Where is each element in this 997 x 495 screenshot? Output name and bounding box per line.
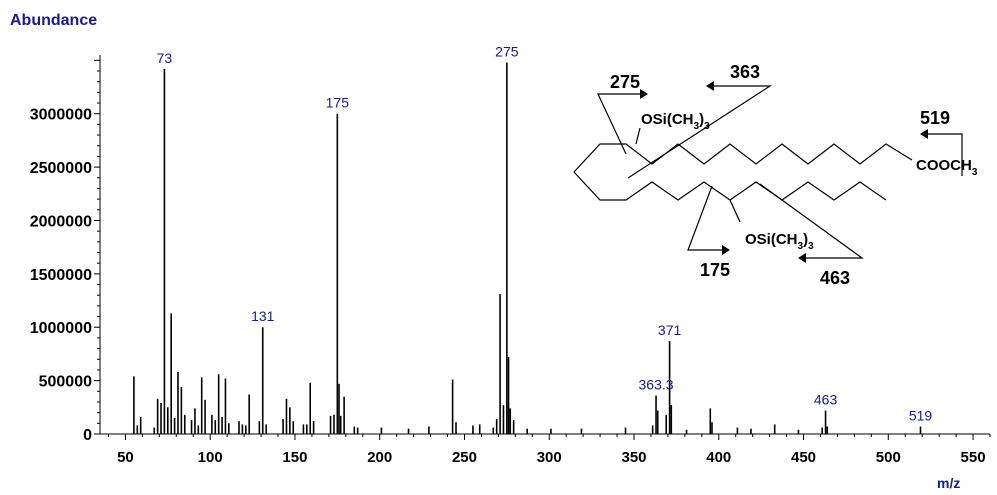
- fragment-363-bracket: [627, 85, 773, 179]
- x-tick-label: 500: [876, 449, 901, 466]
- fragment-175-arrowhead: [722, 245, 730, 255]
- lower-carbon-chain: [573, 171, 887, 201]
- x-tick-label: 450: [791, 449, 816, 466]
- peak-label: 463: [814, 392, 838, 408]
- methyl-ester-group: COOCH3: [916, 157, 978, 178]
- peak-label: 275: [495, 43, 519, 59]
- peak-labels: 73 131 175 275 363.3 371 463 519: [157, 43, 933, 423]
- fragment-275-bracket: [597, 93, 640, 155]
- y-tick-label: 2500000: [30, 160, 92, 177]
- fragment-363-arrowhead: [706, 81, 714, 91]
- y-tick-label: 1500000: [30, 267, 92, 284]
- fragment-463-arrowhead: [798, 253, 806, 263]
- fragment-519-label: 519: [920, 108, 950, 128]
- axes: 0 500000 1000000 1500000 2000000 2500000 30000…: [30, 55, 991, 466]
- fragment-175-label: 175: [700, 260, 730, 280]
- x-tick-label: 50: [117, 449, 134, 466]
- peak-label: 371: [658, 322, 682, 338]
- y-tick-label: 3000000: [30, 107, 92, 124]
- upper-carbon-chain: [573, 143, 913, 173]
- x-tick-label: 100: [198, 449, 223, 466]
- fragment-175-bracket: [687, 185, 722, 251]
- top-oxygen-bond: [635, 127, 641, 145]
- peak-label: 175: [326, 95, 350, 111]
- x-tick-label: 150: [282, 449, 307, 466]
- x-tick-label: 300: [537, 449, 562, 466]
- y-tick-label: 2000000: [30, 213, 92, 230]
- y-tick-label: 1000000: [30, 320, 92, 337]
- spectrum-bars: [133, 62, 922, 434]
- fragment-463-bracket: [759, 183, 864, 259]
- y-tick-label: 0: [83, 427, 92, 444]
- fragment-275-arrowhead: [640, 89, 648, 99]
- fragment-519-bracket: [928, 133, 963, 176]
- peak-label: 73: [157, 50, 173, 66]
- x-tick-label: 350: [621, 449, 646, 466]
- peak-label: 519: [909, 408, 933, 424]
- peak-label: 363.3: [639, 377, 674, 393]
- bottom-trimethylsilyl-group: OSi(CH3)3: [745, 231, 814, 252]
- fragment-363-label: 363: [730, 62, 760, 82]
- peak-label: 131: [251, 308, 275, 324]
- bottom-oxygen-bond: [729, 199, 741, 223]
- y-axis-title: Abundance: [10, 12, 98, 29]
- molecule-structure-diagram: 275 363 519 175 463 OSi(CH3)3 OSi(CH3)3 …: [573, 62, 978, 288]
- fragment-463-label: 463: [820, 268, 850, 288]
- top-trimethylsilyl-group: OSi(CH3)3: [641, 111, 710, 132]
- fragment-519-arrowhead: [920, 129, 928, 139]
- x-tick-label: 400: [706, 449, 731, 466]
- x-axis-title: m/z: [937, 475, 961, 491]
- x-tick-label: 550: [961, 449, 986, 466]
- x-tick-label: 200: [367, 449, 392, 466]
- y-tick-label: 500000: [39, 374, 92, 391]
- fragment-275-label: 275: [610, 72, 640, 92]
- x-tick-label: 250: [452, 449, 477, 466]
